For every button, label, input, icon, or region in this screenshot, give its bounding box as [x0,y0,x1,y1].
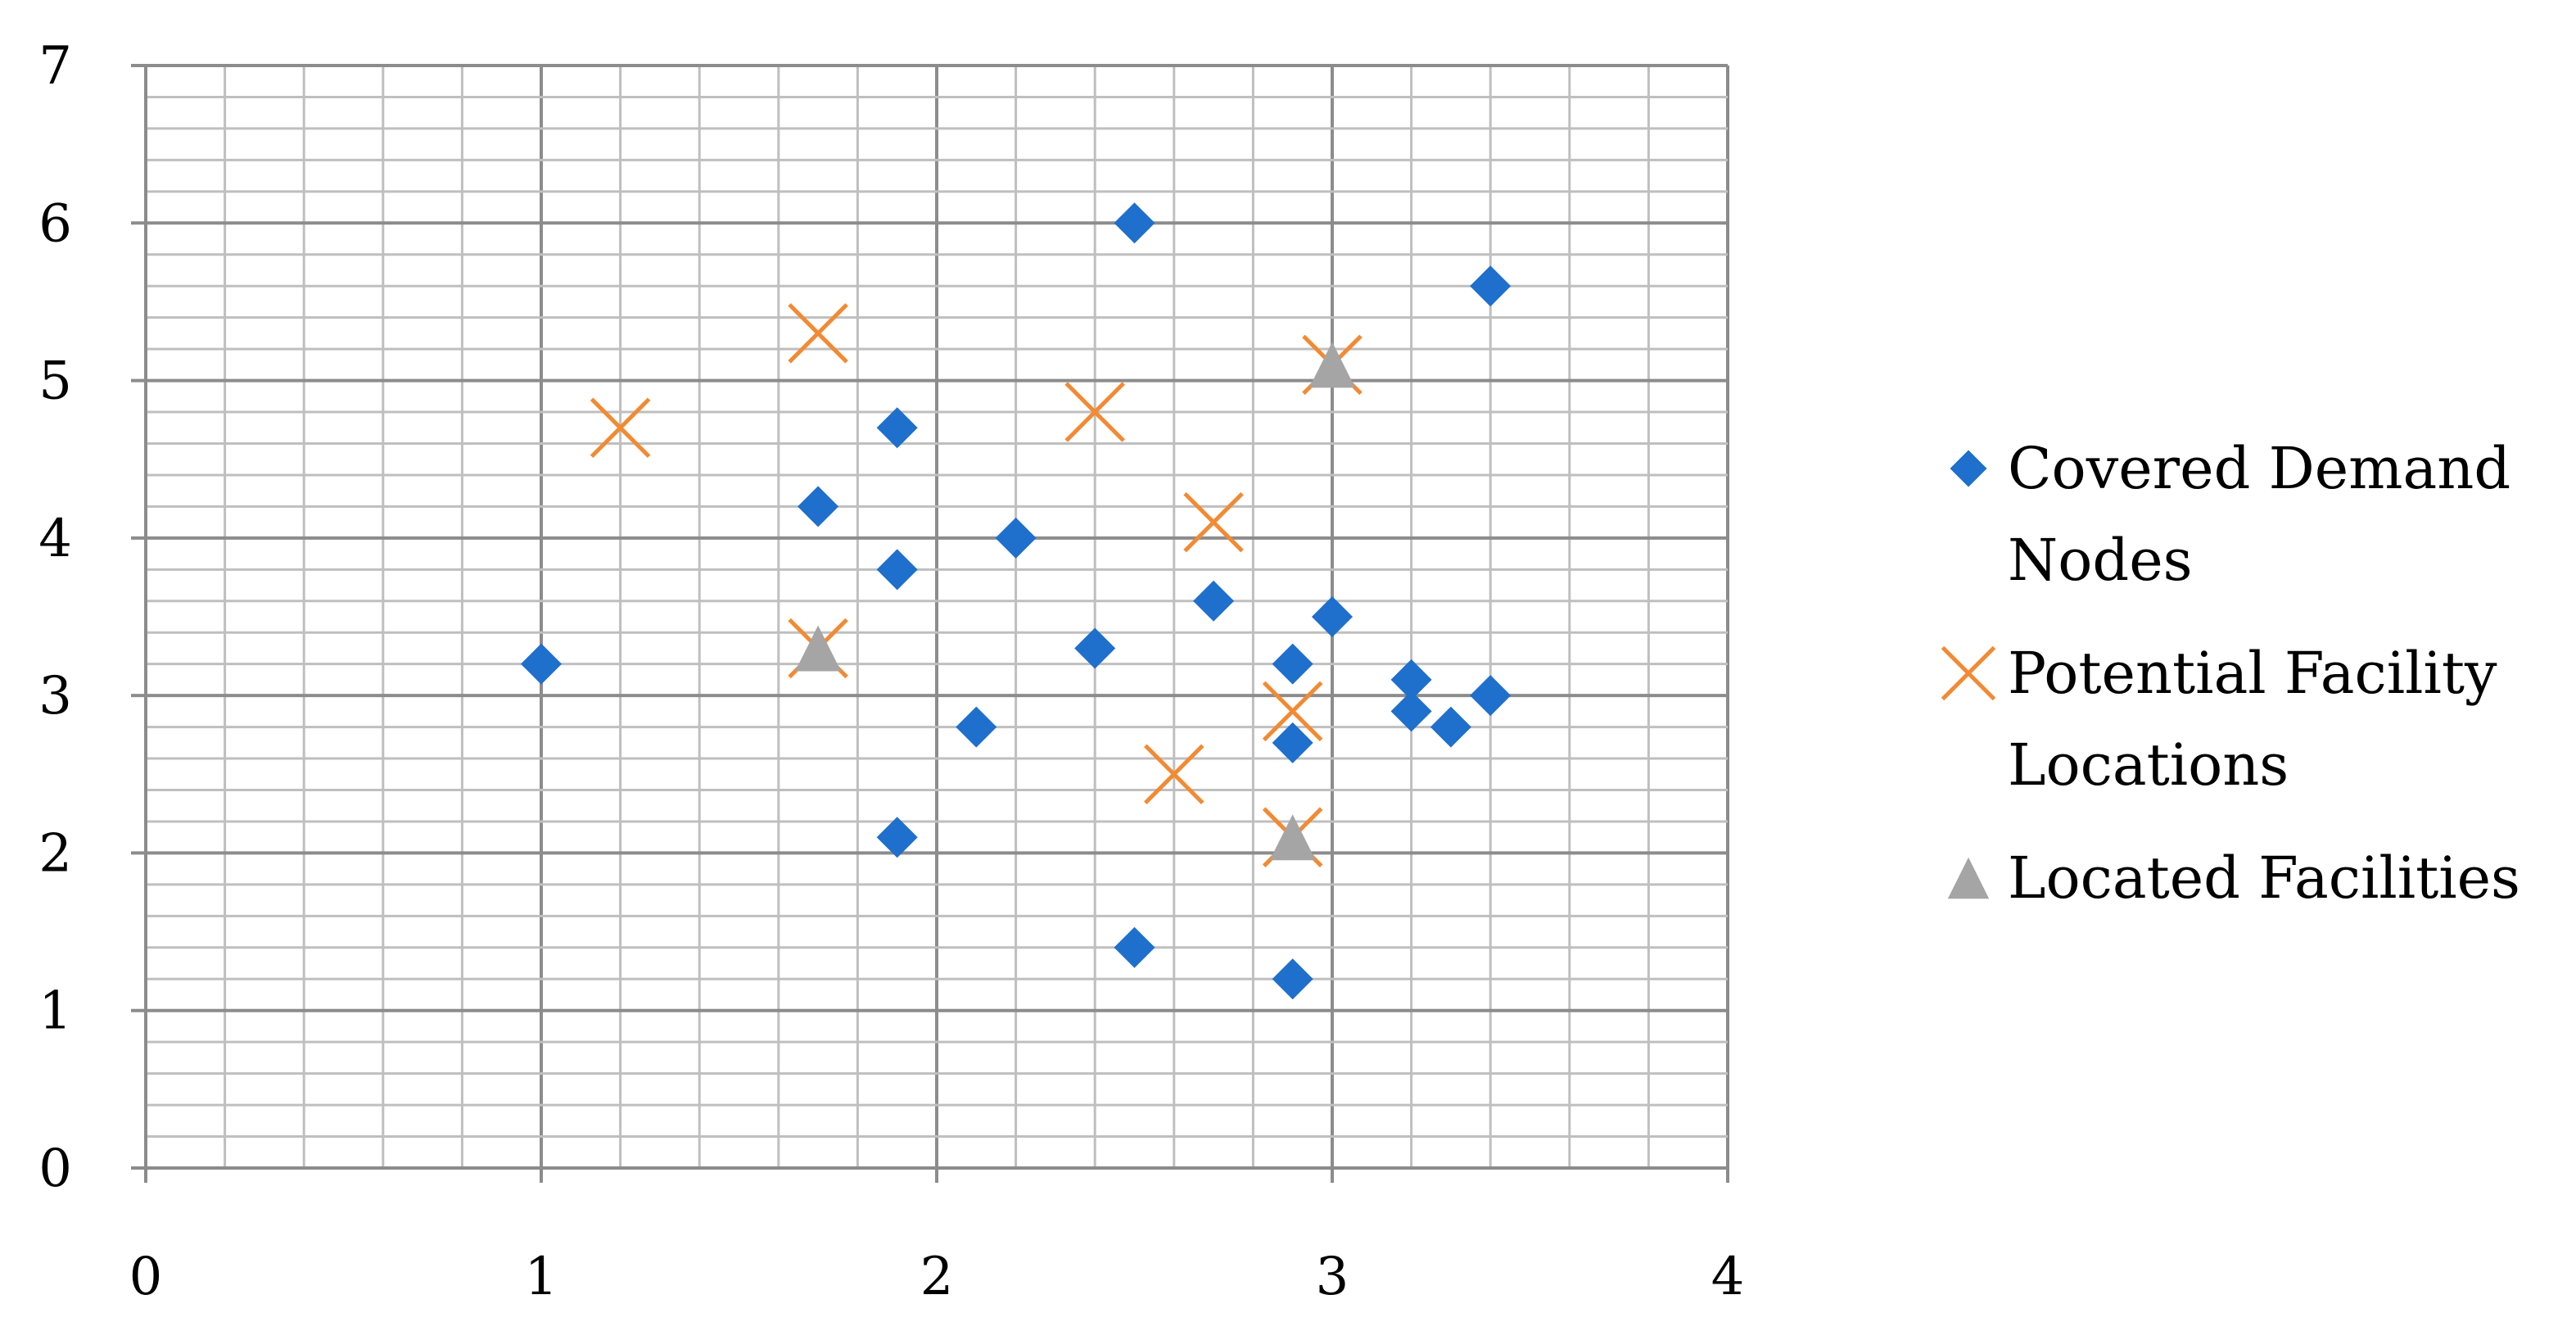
legend-label: Nodes [2008,527,2193,594]
legend-label: Covered Demand [2008,435,2510,502]
located-facility-marker [1269,814,1316,861]
potential-facility-marker [1262,681,1323,742]
y-tick-label: 0 [38,1139,72,1199]
x-stroke [1064,382,1125,442]
demand-node-marker [1950,450,1987,487]
axes [131,64,1729,1183]
x-stroke [1183,491,1244,553]
demand-node-marker [1272,958,1313,1000]
legend-item: Covered Demand Nodes [1950,435,2510,594]
potential-facility-marker [788,303,848,364]
demand-node-marker [876,817,918,858]
potential-facility-marker [1941,645,1996,701]
demand-node-marker [1430,706,1471,748]
demand-node-marker [995,517,1037,559]
y-tick-label: 4 [38,509,72,569]
demand-node-marker [1074,627,1116,669]
demand-node-marker [1390,659,1432,700]
y-tick-label: 3 [38,666,72,727]
demand-node-marker [1390,690,1432,732]
x-stroke [1144,744,1204,805]
demand-node-marker [1114,926,1155,968]
demand-node-marker [1272,722,1313,763]
demand-node-marker [956,706,997,748]
demand-node-marker [1272,643,1313,685]
legend: Covered Demand Nodes Potential Facility Loc… [1941,435,2520,912]
potential-facility-marker [1144,744,1204,805]
x-stroke [1941,645,1996,701]
demand-node-marker [1193,580,1235,622]
demand-node-marker [798,486,839,527]
legend-label: Locations [2008,731,2289,799]
demand-node-marker [1470,265,1512,307]
grid [144,64,1729,1170]
legend-label: Located Facilities [2008,844,2520,912]
x-tick-label: 2 [920,1247,954,1307]
x-stroke [590,397,651,459]
x-tick-label: 4 [1711,1247,1745,1307]
series-diamond [521,202,1512,1000]
demand-node-marker [521,643,562,685]
series-triangle [795,342,1355,861]
y-tick-label: 6 [38,193,72,254]
x-tick-label: 1 [525,1247,558,1307]
y-tick-label: 5 [38,351,72,412]
potential-facility-marker [1064,382,1125,442]
demand-node-marker [876,549,918,591]
demand-node-marker [1470,675,1512,717]
y-tick-label: 2 [38,823,72,884]
potential-facility-marker [590,397,651,459]
x-tick-label: 0 [129,1247,163,1307]
y-tick-label: 1 [38,981,72,1042]
located-facility-marker [1309,342,1355,388]
potential-facility-marker [1183,491,1244,553]
x-stroke [788,303,848,364]
y-tick-label: 7 [38,36,72,97]
legend-label: Potential Facility [2008,640,2497,707]
data-points [521,202,1512,1000]
demand-node-marker [1312,596,1353,637]
legend-item: Located Facilities [1947,844,2520,912]
demand-node-marker [876,407,918,449]
demand-node-marker [1114,202,1155,244]
x-stroke [1262,681,1323,742]
x-tick-label: 3 [1316,1247,1349,1307]
legend-item: Potential Facility Locations [1941,640,2497,799]
located-facility-marker [795,625,842,672]
tick-labels: 0 1 2 3 4 5 6 7 0 1 2 3 4 [38,36,1744,1307]
located-facility-marker [1947,857,1990,899]
